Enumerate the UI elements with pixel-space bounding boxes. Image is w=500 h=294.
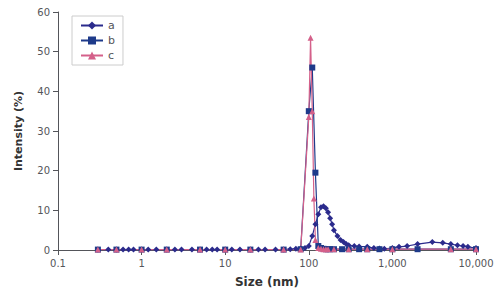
svg-text:20: 20 [37, 165, 50, 176]
svg-text:Size (nm): Size (nm) [235, 275, 299, 289]
svg-text:b: b [108, 34, 115, 47]
svg-text:1: 1 [138, 258, 144, 269]
svg-text:0.1: 0.1 [50, 258, 66, 269]
svg-text:30: 30 [37, 126, 50, 137]
svg-text:50: 50 [37, 46, 50, 57]
svg-text:0: 0 [44, 245, 50, 256]
svg-text:100: 100 [299, 258, 318, 269]
svg-text:1,000: 1,000 [378, 258, 407, 269]
svg-text:10: 10 [219, 258, 232, 269]
svg-text:Intensity (%): Intensity (%) [12, 91, 25, 171]
svg-text:c: c [108, 49, 114, 62]
svg-text:a: a [108, 19, 115, 32]
svg-text:10: 10 [37, 205, 50, 216]
svg-text:60: 60 [37, 7, 50, 18]
svg-text:40: 40 [37, 86, 50, 97]
svg-text:10,000: 10,000 [459, 258, 494, 269]
